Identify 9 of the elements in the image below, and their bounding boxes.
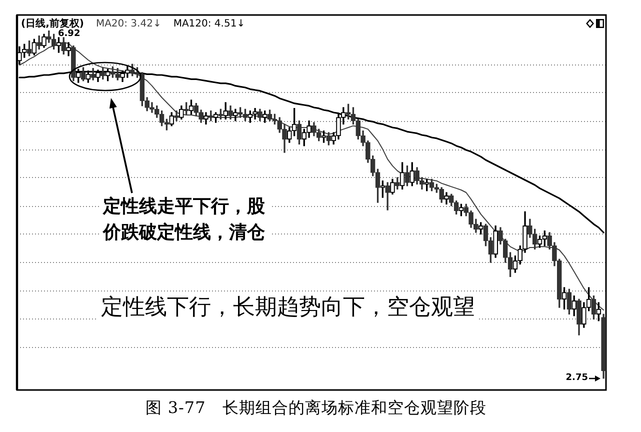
text: MA20: 3.42↓ bbox=[96, 18, 162, 30]
caption: 图 3-77 长期组合的离场标准和空仓观望阶段 bbox=[144, 397, 488, 419]
annotation: 定性线下行，长期趋势向下，空仓观望 bbox=[97, 294, 479, 322]
text: MA120: 4.51↓ bbox=[173, 18, 246, 30]
candlestick bbox=[385, 182, 390, 210]
annotation: 6.92 bbox=[58, 29, 80, 39]
chart-title: (日线,前复权) bbox=[21, 18, 84, 30]
annotation: 定性线走平下行，股价跌破定性线，清仓 bbox=[101, 194, 271, 246]
annotation: 2.75 bbox=[564, 373, 588, 383]
